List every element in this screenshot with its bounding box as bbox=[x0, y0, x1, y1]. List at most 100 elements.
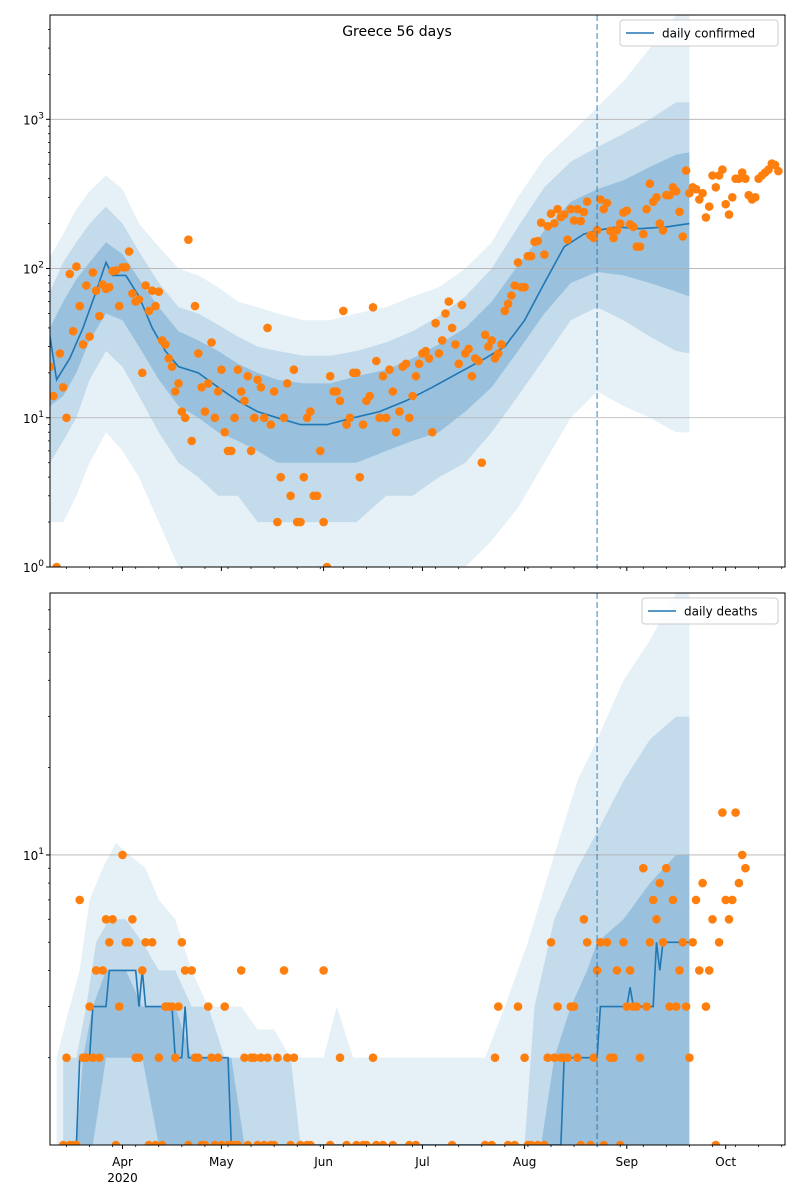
data-point bbox=[82, 281, 91, 290]
data-point bbox=[85, 332, 94, 341]
data-point bbox=[721, 199, 730, 209]
data-point bbox=[569, 1002, 579, 1011]
data-point bbox=[500, 306, 510, 316]
data-point bbox=[718, 808, 727, 817]
data-point bbox=[289, 1053, 299, 1062]
data-point bbox=[494, 349, 503, 358]
data-point bbox=[279, 966, 289, 975]
band-outer bbox=[56, 593, 690, 1145]
data-point bbox=[279, 413, 289, 423]
data-point bbox=[546, 938, 556, 947]
data-point bbox=[622, 206, 632, 215]
data-point bbox=[741, 863, 750, 873]
x-tick-label: Sep bbox=[615, 1155, 638, 1169]
data-point bbox=[708, 171, 717, 180]
data-point bbox=[629, 222, 638, 232]
data-point bbox=[596, 938, 605, 947]
data-point bbox=[273, 517, 282, 527]
data-point bbox=[55, 349, 65, 358]
data-point bbox=[625, 966, 635, 975]
data-point bbox=[609, 1053, 618, 1062]
data-point bbox=[111, 266, 121, 275]
data-point bbox=[161, 340, 170, 349]
data-point bbox=[88, 268, 98, 277]
data-point bbox=[217, 1140, 226, 1145]
data-point bbox=[731, 808, 740, 817]
data-point bbox=[319, 517, 328, 527]
data-point bbox=[105, 282, 114, 292]
data-point bbox=[68, 326, 78, 336]
data-point bbox=[372, 1140, 381, 1145]
data-point bbox=[655, 219, 665, 228]
data-point bbox=[622, 1002, 632, 1011]
data-point bbox=[395, 407, 404, 416]
data-point bbox=[174, 379, 183, 388]
data-point bbox=[573, 204, 582, 214]
data-point bbox=[58, 383, 68, 392]
data-point bbox=[563, 235, 572, 244]
data-point bbox=[378, 371, 388, 381]
data-point bbox=[639, 863, 648, 873]
data-point bbox=[737, 850, 747, 860]
data-point bbox=[75, 301, 84, 311]
data-point bbox=[230, 413, 239, 423]
data-point bbox=[138, 966, 147, 975]
data-point bbox=[635, 242, 645, 251]
data-point bbox=[190, 301, 200, 311]
data-point bbox=[741, 174, 750, 183]
plot-area bbox=[50, 15, 785, 567]
data-point bbox=[210, 413, 220, 423]
data-point bbox=[642, 204, 651, 214]
data-point bbox=[105, 938, 114, 947]
data-point bbox=[269, 387, 279, 396]
data-point bbox=[728, 895, 737, 905]
data-point bbox=[408, 391, 417, 401]
data-point bbox=[464, 344, 473, 354]
data-point bbox=[362, 1140, 371, 1145]
data-point bbox=[108, 915, 117, 924]
data-point bbox=[95, 311, 104, 321]
data-point bbox=[85, 1002, 94, 1011]
data-point bbox=[266, 420, 276, 429]
data-point bbox=[283, 1053, 292, 1062]
data-point bbox=[553, 204, 562, 214]
data-point bbox=[642, 1002, 651, 1011]
data-point bbox=[147, 938, 157, 947]
data-point bbox=[480, 1140, 490, 1145]
data-point bbox=[368, 1053, 378, 1062]
data-point bbox=[474, 356, 483, 366]
data-point bbox=[695, 195, 704, 204]
data-point bbox=[240, 1053, 249, 1062]
data-point bbox=[428, 427, 437, 437]
data-point bbox=[138, 368, 147, 378]
data-point bbox=[510, 281, 519, 290]
data-point bbox=[240, 396, 249, 406]
data-point bbox=[259, 413, 269, 423]
data-point bbox=[645, 179, 655, 188]
data-point bbox=[513, 1002, 523, 1011]
data-point bbox=[540, 1140, 549, 1145]
data-point bbox=[582, 197, 592, 206]
data-point bbox=[477, 458, 487, 468]
data-point bbox=[174, 1002, 183, 1011]
x-tick-label: Apr bbox=[112, 1155, 133, 1169]
data-point bbox=[662, 863, 671, 873]
data-point bbox=[671, 1002, 681, 1011]
data-point bbox=[520, 282, 529, 292]
data-point bbox=[207, 338, 216, 347]
data-point bbox=[141, 938, 150, 947]
data-point bbox=[533, 236, 543, 246]
data-point bbox=[147, 286, 157, 296]
data-point bbox=[114, 301, 124, 311]
data-point bbox=[714, 938, 724, 947]
data-point bbox=[365, 391, 375, 401]
data-point bbox=[635, 1053, 645, 1062]
data-point bbox=[62, 1053, 71, 1062]
data-point bbox=[296, 517, 305, 527]
x-year-label: 2020 bbox=[107, 1171, 138, 1185]
data-point bbox=[82, 1053, 91, 1062]
data-point bbox=[708, 915, 717, 924]
data-point bbox=[589, 233, 599, 243]
data-point bbox=[599, 1140, 608, 1145]
data-point bbox=[678, 232, 688, 241]
